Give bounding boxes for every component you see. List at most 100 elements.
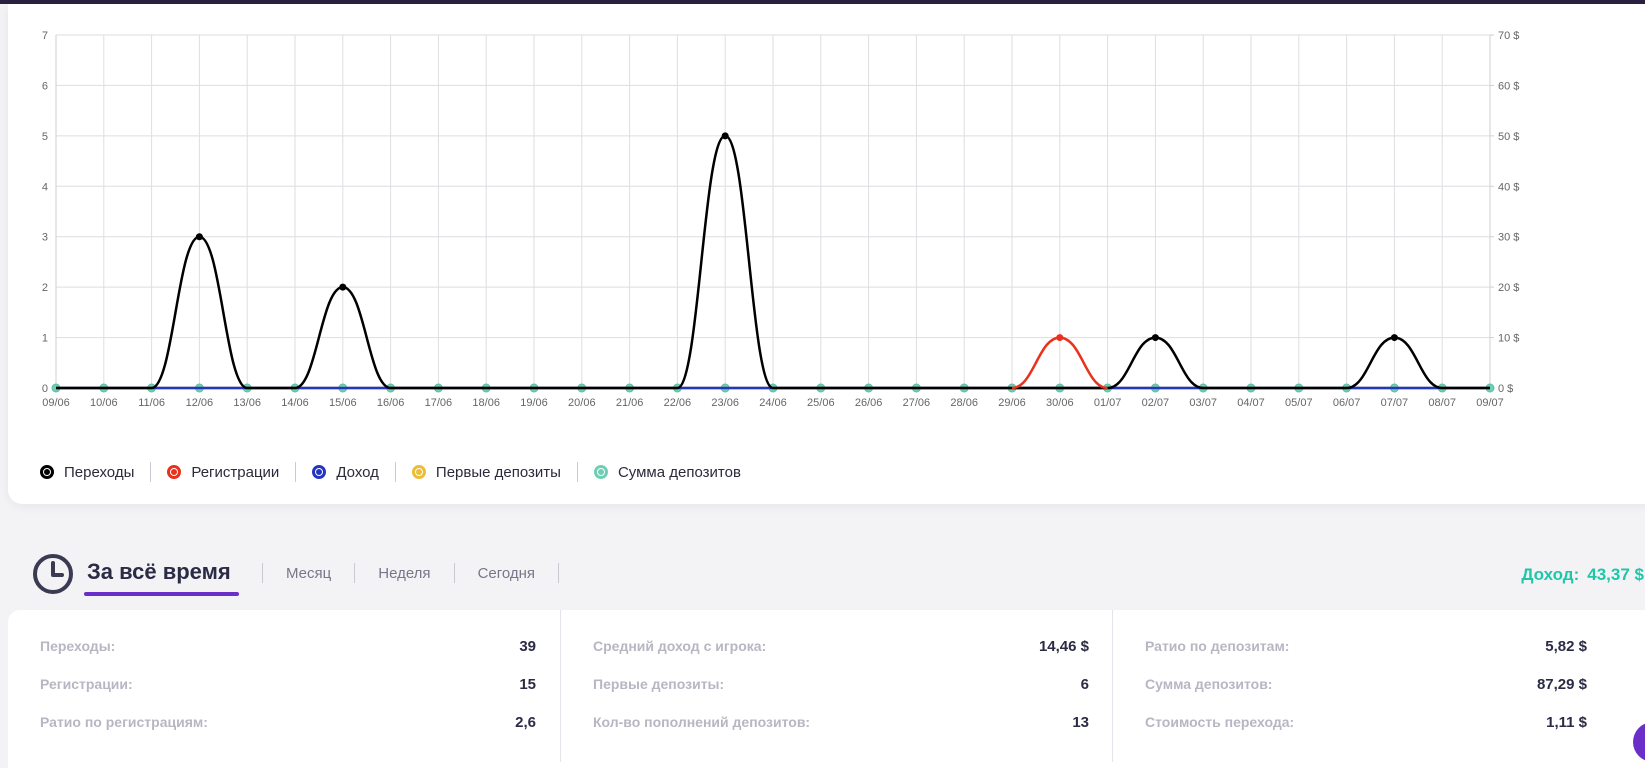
legend-marker-icon	[167, 465, 182, 479]
period-tabs: Месяц Неделя Сегодня	[262, 563, 582, 583]
x-tick-label: 07/07	[1381, 397, 1409, 409]
stat-label: Регистрации:	[40, 676, 133, 692]
stat-row-deposit-count: Кол-во пополнений депозитов: 13	[593, 714, 1089, 734]
legend-divider	[150, 462, 152, 482]
y2-tick-label: 50 $	[1498, 131, 1519, 143]
x-tick-label: 30/06	[1046, 397, 1074, 409]
x-tick-label: 01/07	[1094, 397, 1122, 409]
stat-row-deposit-ratio: Ратио по депозитам: 5,82 $	[1145, 638, 1587, 658]
stat-label: Стоимость перехода:	[1145, 714, 1295, 730]
stat-label: Ратио по депозитам:	[1145, 638, 1290, 654]
x-tick-label: 09/06	[42, 397, 70, 409]
chart-legend: Переходы Регистрации Доход Первые депози…	[40, 462, 741, 482]
x-tick-label: 14/06	[281, 397, 309, 409]
stat-value: 6	[1080, 676, 1089, 693]
x-tick-label: 16/06	[377, 397, 405, 409]
data-point-registrations	[1056, 334, 1064, 342]
period-selector: За всё время Месяц Неделя Сегодня Доход:…	[32, 553, 1644, 599]
stat-row-deposit-sum: Сумма депозитов: 87,29 $	[1145, 676, 1587, 696]
stat-row-transition-cost: Стоимость перехода: 1,11 $	[1145, 714, 1587, 734]
x-tick-label: 24/06	[759, 397, 787, 409]
clock-icon	[33, 554, 73, 594]
y-tick-label: 3	[42, 232, 48, 244]
stats-column: Ратио по депозитам: 5,82 $ Сумма депозит…	[1112, 610, 1645, 762]
stat-value: 39	[519, 638, 536, 655]
x-tick-label: 28/06	[950, 397, 978, 409]
x-tick-label: 15/06	[329, 397, 357, 409]
x-tick-label: 04/07	[1237, 397, 1265, 409]
top-bar	[0, 0, 1645, 4]
data-point-transitions	[721, 132, 729, 140]
legend-item-first-deposits[interactable]: Первые депозиты	[411, 463, 561, 481]
stat-label: Сумма депозитов:	[1145, 676, 1273, 692]
stat-row-registrations: Регистрации: 15	[40, 676, 536, 696]
x-tick-label: 27/06	[903, 397, 931, 409]
legend-label: Регистрации	[191, 463, 280, 481]
stat-row-first-deposits: Первые депозиты: 6	[593, 676, 1089, 696]
stat-label: Переходы:	[40, 638, 116, 654]
data-point-transitions	[195, 233, 203, 241]
period-tab-today[interactable]: Сегодня	[477, 564, 536, 582]
x-tick-label: 11/06	[138, 397, 165, 409]
stat-value: 87,29 $	[1536, 676, 1587, 693]
legend-label: Первые депозиты	[435, 463, 561, 481]
legend-divider	[576, 462, 578, 482]
y2-tick-label: 20 $	[1498, 282, 1519, 294]
stat-value: 15	[519, 676, 536, 693]
stat-row-transitions: Переходы: 39	[40, 638, 536, 658]
legend-label: Сумма депозитов	[617, 463, 741, 481]
legend-marker-icon	[411, 465, 426, 479]
data-point-transitions	[1151, 334, 1159, 342]
data-point-transitions	[339, 283, 347, 291]
x-tick-label: 19/06	[520, 397, 548, 409]
legend-marker-icon	[593, 465, 608, 479]
line-chart: 0 0 $ 1 10 $ 2 20 $ 3 30 $ 4 40 $ 5 50 $ 6 60 $ 7 70 $ 0…	[42, 30, 1520, 409]
period-tab-month[interactable]: Месяц	[286, 564, 332, 582]
stat-value: 5,82 $	[1545, 638, 1587, 655]
legend-item-transitions[interactable]: Переходы	[40, 464, 134, 481]
income-summary: Доход: 43,37 $	[1521, 565, 1644, 585]
y-tick-label: 6	[42, 80, 48, 92]
chat-button[interactable]	[1633, 722, 1645, 762]
series-line-transitions	[55, 134, 1490, 390]
period-tab-all-time[interactable]: За всё время	[87, 559, 231, 584]
y2-tick-label: 10 $	[1498, 333, 1519, 345]
x-tick-label: 10/06	[90, 397, 118, 409]
stat-label: Ратио по регистрациям:	[40, 714, 208, 730]
stats-card: Переходы: 39 Регистрации: 15 Ратио по ре…	[8, 610, 1645, 768]
x-tick-label: 09/07	[1476, 397, 1504, 409]
active-tab-underline	[84, 592, 239, 596]
x-tick-label: 26/06	[855, 397, 883, 409]
legend-marker-icon	[312, 465, 327, 479]
legend-item-deposit-sum[interactable]: Сумма депозитов	[593, 463, 741, 481]
income-label: Доход:	[1521, 565, 1580, 584]
x-tick-label: 20/06	[568, 397, 596, 409]
legend-item-income[interactable]: Доход	[312, 464, 379, 481]
y-tick-label: 2	[42, 282, 48, 294]
x-tick-label: 17/06	[425, 397, 453, 409]
y2-tick-label: 0 $	[1498, 383, 1513, 395]
x-tick-label: 29/06	[998, 397, 1026, 409]
x-tick-label: 21/06	[616, 397, 644, 409]
x-tick-label: 12/06	[186, 397, 214, 409]
y-tick-label: 4	[42, 181, 48, 193]
stats-column: Средний доход с игрока: 14,46 $ Первые д…	[560, 610, 1113, 762]
x-tick-label: 18/06	[472, 397, 500, 409]
legend-label: Доход	[336, 463, 379, 481]
stat-label: Первые депозиты:	[593, 676, 725, 692]
y2-tick-label: 30 $	[1498, 232, 1519, 244]
y2-tick-label: 40 $	[1498, 181, 1519, 193]
y2-tick-label: 70 $	[1498, 30, 1519, 42]
x-tick-label: 23/06	[711, 397, 739, 409]
period-tab-week[interactable]: Неделя	[378, 564, 431, 582]
period-divider	[262, 563, 263, 583]
y-tick-label: 1	[42, 333, 48, 345]
stat-value: 1,11 $	[1546, 714, 1587, 731]
chart-card: 0 0 $ 1 10 $ 2 20 $ 3 30 $ 4 40 $ 5 50 $ 6 60 $ 7 70 $ 0…	[8, 4, 1645, 504]
x-tick-label: 08/07	[1428, 397, 1456, 409]
legend-item-registrations[interactable]: Регистрации	[167, 464, 279, 481]
x-tick-label: 25/06	[807, 397, 835, 409]
stat-label: Средний доход с игрока:	[593, 638, 767, 654]
period-divider	[558, 563, 560, 583]
legend-divider	[394, 462, 396, 482]
